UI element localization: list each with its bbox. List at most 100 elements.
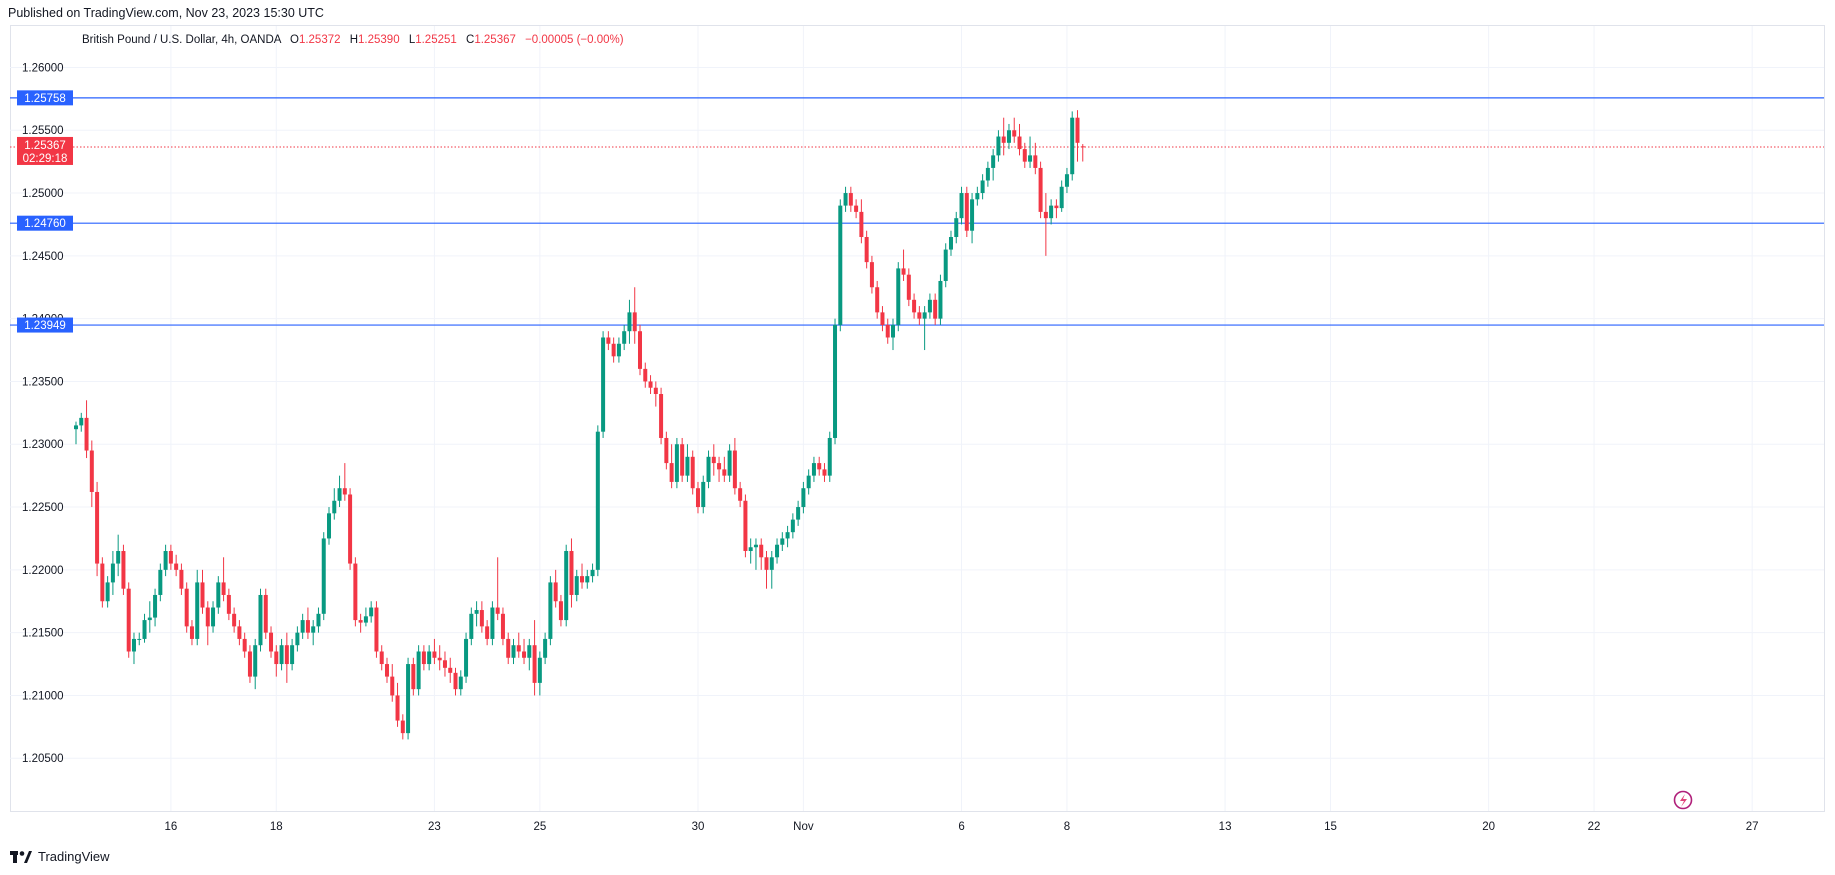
current-price-label: 1.25367 (24, 140, 66, 152)
y-tick-label: 1.23500 (22, 376, 64, 388)
candle-body (580, 576, 585, 583)
candle-body (84, 417, 89, 451)
candle-body (131, 638, 136, 652)
candle-body (242, 638, 247, 652)
candle-body (964, 193, 969, 231)
x-tick-label: 22 (1588, 821, 1601, 833)
candle-body (363, 616, 368, 623)
high-key: H (349, 34, 359, 46)
close-value: 1.25367 (474, 34, 516, 46)
candle-body (516, 645, 521, 652)
candle-body (1054, 205, 1059, 209)
horizontal-line-label: 1.25758 (24, 93, 66, 105)
x-tick-label: Nov (793, 821, 814, 833)
candle-body (1059, 186, 1064, 209)
candle-body (885, 324, 890, 338)
x-tick-label: 15 (1324, 821, 1337, 833)
candle-body (400, 720, 405, 734)
candle-body (216, 582, 221, 608)
candle-body (891, 324, 896, 338)
candle-body (137, 638, 142, 640)
y-tick-label: 1.24500 (22, 251, 64, 263)
candle-body (927, 299, 932, 313)
candle-body (247, 651, 252, 677)
candle-body (543, 638, 548, 658)
candle-body (305, 620, 310, 633)
candle-body (780, 538, 785, 545)
candle-body (727, 450, 732, 476)
candle-body (226, 594, 231, 614)
candle-body (859, 211, 864, 238)
x-tick-label: 23 (428, 821, 441, 833)
candle-body (548, 582, 553, 639)
candle-body (453, 672, 458, 690)
replay-icon[interactable] (1673, 790, 1693, 810)
candle-body (975, 193, 980, 200)
candle-body (991, 155, 996, 168)
candle-body (848, 193, 853, 206)
candle-body (79, 417, 84, 426)
candle-body (342, 488, 347, 495)
horizontal-line-label-bg (17, 317, 73, 333)
candle-body (448, 667, 453, 673)
y-tick-label: 1.25000 (22, 188, 64, 200)
candle-body (558, 601, 563, 621)
candle-body (237, 626, 242, 639)
candle-body (585, 576, 590, 583)
candle-body (743, 500, 748, 552)
candle-body (627, 312, 632, 332)
y-tick-label: 1.25500 (22, 125, 64, 137)
y-tick-label: 1.21500 (22, 628, 64, 640)
candle-body (985, 167, 990, 181)
low-key: L (408, 34, 416, 46)
candle-body (126, 588, 131, 652)
candle-body (1001, 136, 1006, 143)
candle-body (738, 488, 743, 501)
candle-body (917, 312, 922, 319)
candle-body (685, 456, 690, 476)
candle-body (189, 626, 194, 639)
candle-body (532, 645, 537, 683)
candle-body (1080, 146, 1085, 148)
y-tick-label: 1.20500 (22, 753, 64, 765)
candle-body (427, 651, 432, 665)
candle-body (574, 576, 579, 595)
candle-body (153, 594, 158, 618)
candle-body (611, 343, 616, 357)
candle-body (732, 450, 737, 489)
candle-body (300, 620, 305, 633)
candle-body (253, 645, 258, 677)
candle-body (168, 551, 173, 564)
candle-body (369, 607, 374, 617)
candle-body (1017, 136, 1022, 150)
x-tick-label: 27 (1746, 821, 1759, 833)
candle-body (232, 613, 237, 627)
candle-body (89, 450, 94, 492)
candle-body (290, 645, 295, 665)
candle-body (1028, 155, 1033, 162)
candle-body (622, 331, 627, 344)
candle-body (327, 513, 332, 539)
candle-body (996, 136, 1001, 156)
symbol-name: British Pound / U.S. Dollar, 4h, OANDA (82, 34, 281, 46)
candle-body (1049, 205, 1054, 219)
candle-body (311, 626, 316, 633)
horizontal-line-label-bg (17, 215, 73, 231)
candle-body (595, 431, 600, 570)
chart-frame[interactable] (10, 25, 1825, 812)
candle-body (806, 475, 811, 489)
candle-body (1043, 211, 1048, 219)
candle-body (643, 368, 648, 382)
candle-body (522, 651, 527, 658)
candle-body (753, 544, 758, 548)
candle-body (495, 607, 500, 614)
open-value: 1.25372 (298, 34, 341, 46)
candle-body (263, 594, 268, 633)
candle-body (358, 620, 363, 623)
candle-body (506, 638, 511, 658)
x-tick-label: 30 (692, 821, 705, 833)
candle-body (421, 651, 426, 665)
tradingview-footer[interactable]: TradingView (10, 849, 110, 864)
candle-body (295, 632, 300, 646)
